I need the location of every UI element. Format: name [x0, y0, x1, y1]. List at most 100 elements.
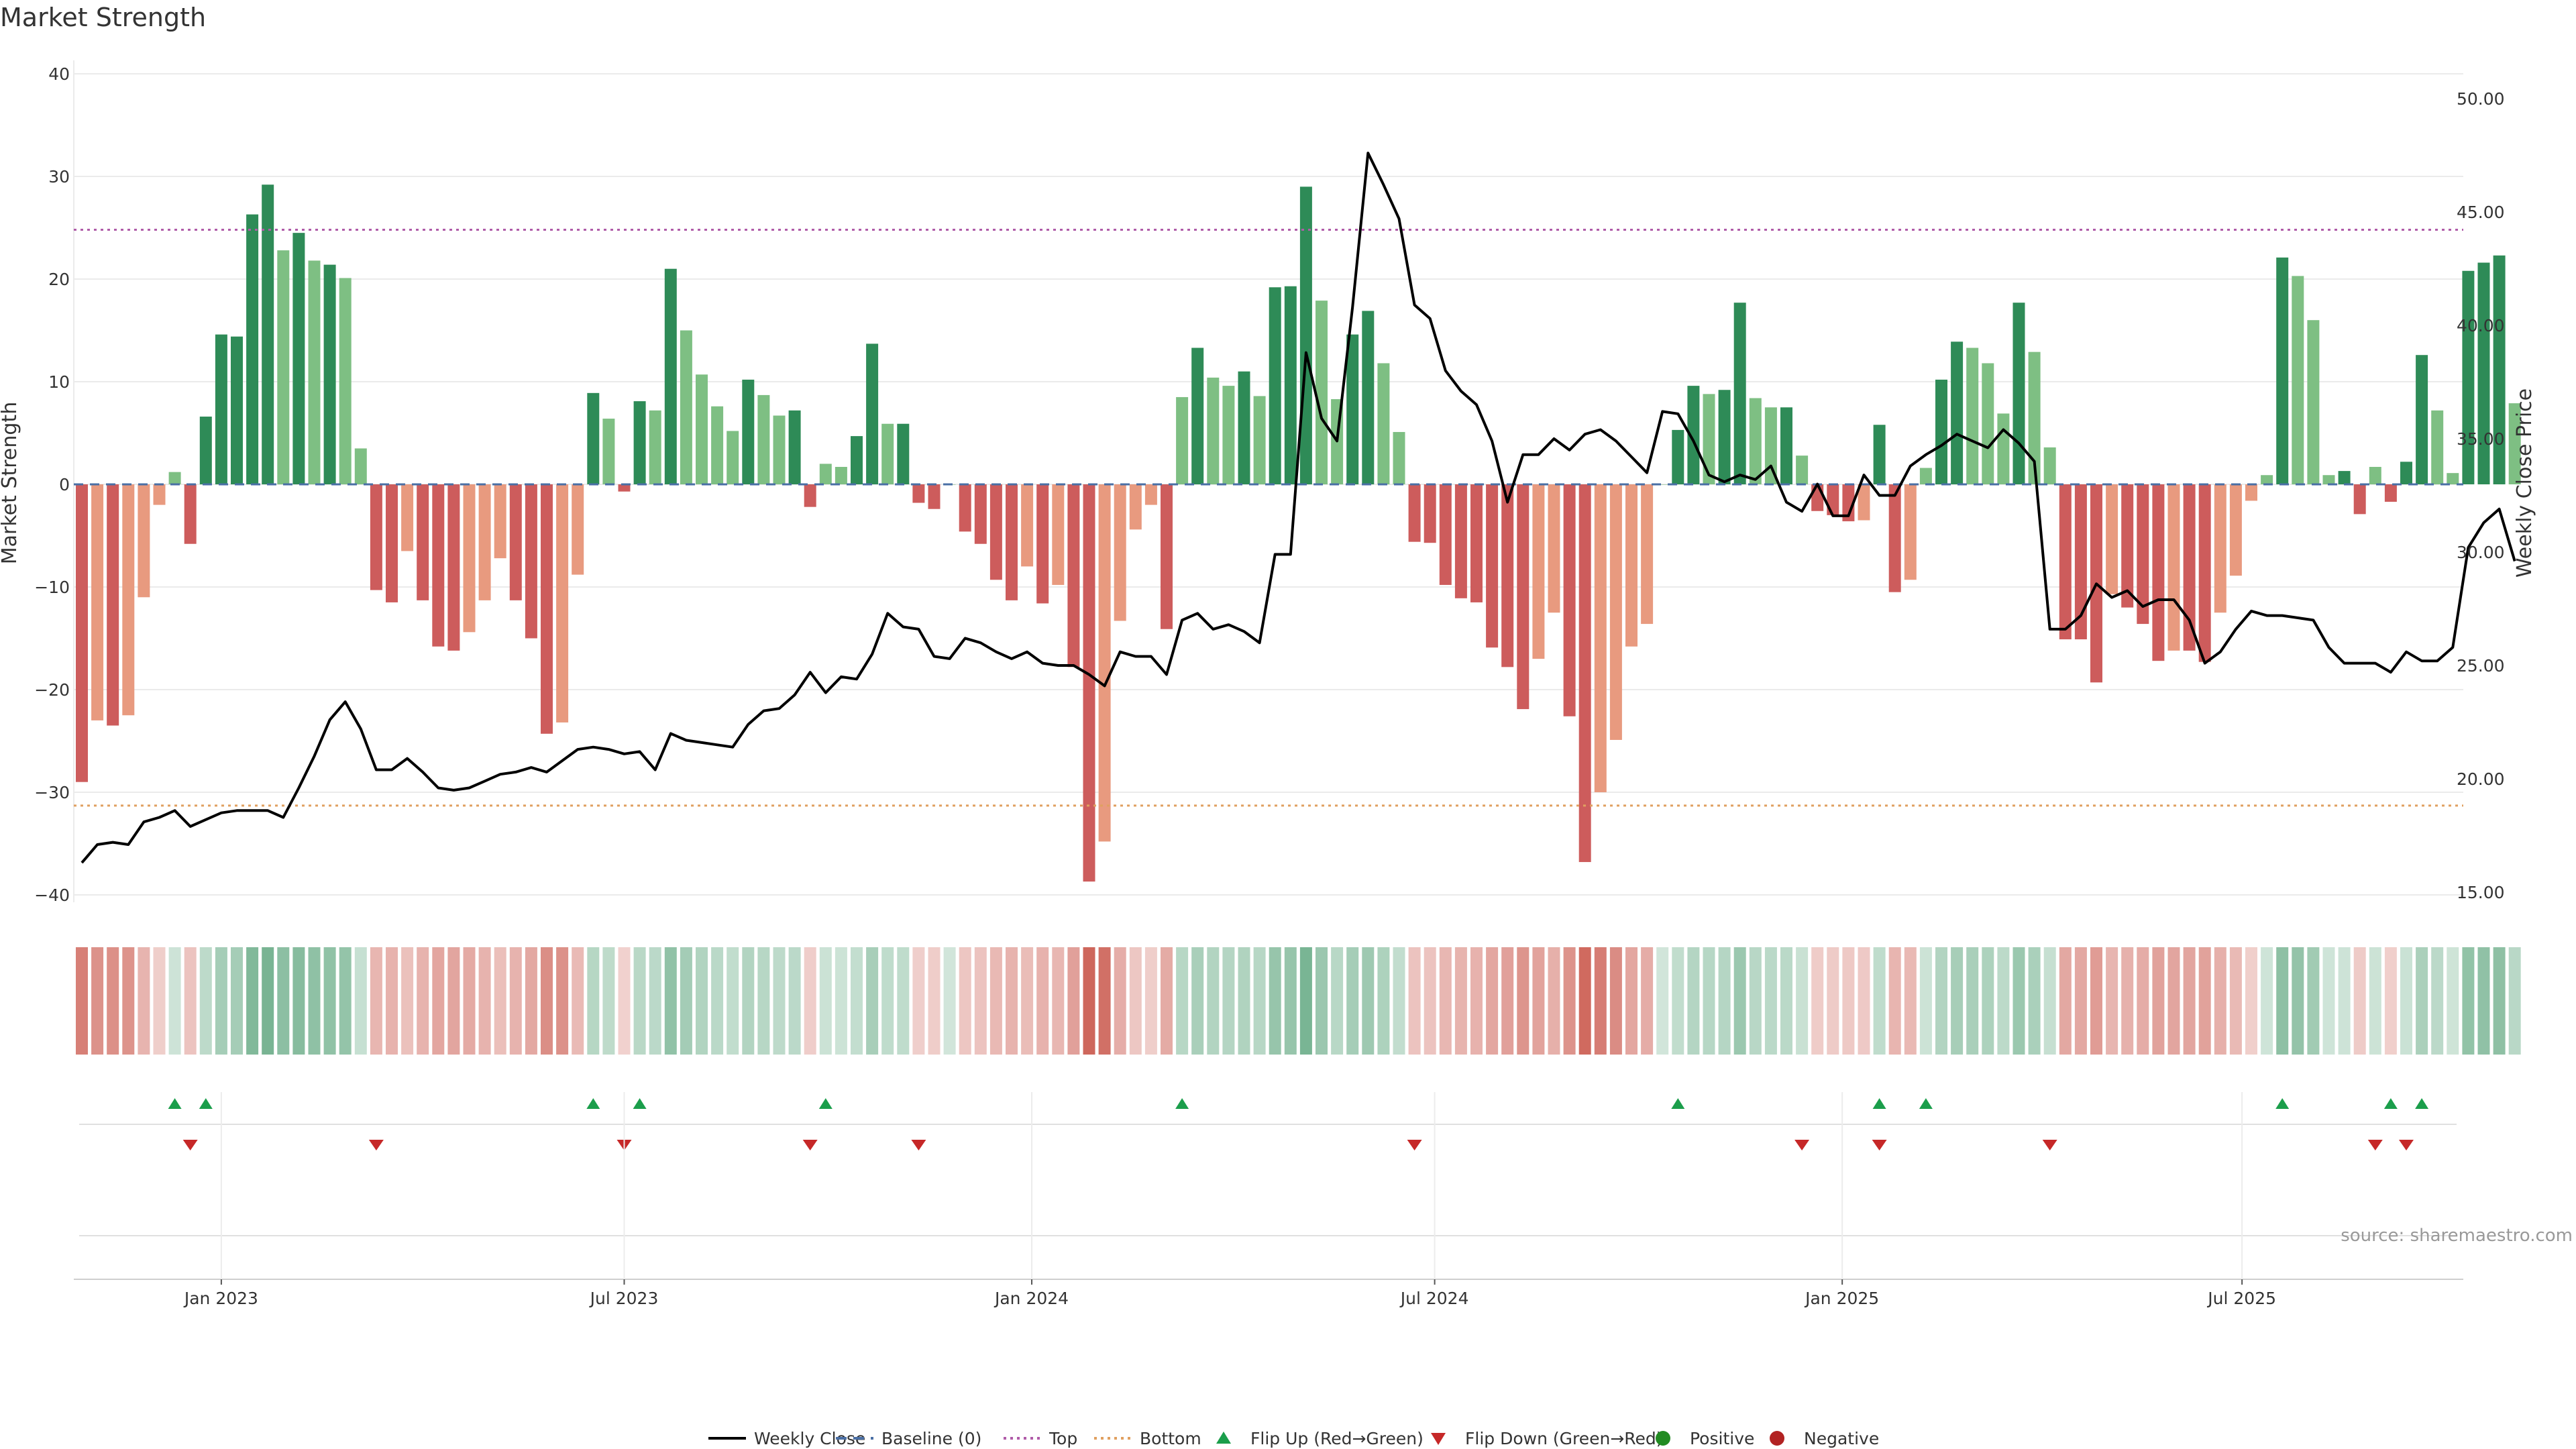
strength-bar	[1656, 484, 1669, 485]
legend-label: Flip Up (Red→Green)	[1250, 1429, 1424, 1448]
flip-up-marker	[1671, 1098, 1685, 1109]
heat-cell	[1331, 947, 1344, 1055]
heat-cell	[386, 947, 398, 1055]
left-axis-ticks: 40 30 20 10 0 −10 −20 −30 −40	[34, 64, 70, 905]
strength-bar	[432, 484, 445, 647]
strength-bar	[1299, 186, 1312, 484]
y2-tick-label: 30.00	[2457, 543, 2505, 562]
heat-cell	[1486, 947, 1499, 1055]
price-line-group	[80, 152, 2516, 864]
heat-cell	[1021, 947, 1034, 1055]
strength-bar	[1858, 484, 1870, 521]
y2-tick-label: 20.00	[2457, 769, 2505, 789]
strength-bar	[2121, 484, 2134, 608]
heat-cell	[417, 947, 429, 1055]
strength-bar	[1842, 484, 1855, 522]
strength-bar	[1951, 341, 1964, 484]
strength-bar	[602, 419, 615, 484]
strength-bar	[1982, 363, 1994, 484]
heat-cell	[1176, 947, 1189, 1055]
heat-cell	[401, 947, 414, 1055]
heat-cell	[1811, 947, 1824, 1055]
heat-cell	[1316, 947, 1328, 1055]
strength-bar	[231, 336, 243, 484]
strength-bar	[633, 401, 646, 484]
heat-cell	[1951, 947, 1964, 1055]
heat-cell	[76, 947, 88, 1055]
right-axis-ticks: 50.00 45.00 40.00 35.00 30.00 25.00 20.00 15.00	[2457, 89, 2505, 902]
strength-bar	[1811, 484, 1824, 511]
strength-bar	[2477, 262, 2490, 484]
strength-bar	[804, 484, 816, 507]
strength-bar	[1687, 386, 1700, 484]
heat-cell	[943, 947, 956, 1055]
heat-cell	[199, 947, 212, 1055]
strength-bar	[2462, 270, 2475, 484]
y2-tick-label: 40.00	[2457, 316, 2505, 335]
heat-cell	[727, 947, 739, 1055]
heat-cell	[912, 947, 925, 1055]
heat-cell	[757, 947, 770, 1055]
strength-bar	[1238, 371, 1250, 484]
heat-cell	[788, 947, 801, 1055]
strength-bar	[1067, 484, 1080, 667]
strength-bar	[1006, 484, 1018, 600]
triangle-up-icon	[1216, 1432, 1231, 1444]
strength-bar	[2493, 255, 2506, 484]
heat-cell	[959, 947, 971, 1055]
reference-lines	[74, 229, 2463, 807]
strength-bar	[2137, 484, 2149, 625]
legend-label: Positive	[1690, 1429, 1754, 1448]
heat-cell	[2074, 947, 2087, 1055]
strength-bar	[2245, 484, 2257, 501]
strength-bar	[122, 484, 135, 716]
strength-bar	[215, 334, 227, 484]
heat-cell	[2322, 947, 2335, 1055]
strength-bar	[2152, 484, 2165, 661]
strength-bar	[1176, 396, 1189, 484]
heat-cell	[153, 947, 166, 1055]
heat-cell	[851, 947, 863, 1055]
heat-cell	[696, 947, 708, 1055]
strength-bar	[308, 260, 321, 484]
heat-cell	[1609, 947, 1622, 1055]
strength-bar	[1269, 287, 1281, 484]
heat-cell	[1563, 947, 1576, 1055]
strength-bar	[2043, 447, 2056, 484]
heat-cell	[2447, 947, 2459, 1055]
heat-cell	[680, 947, 692, 1055]
strength-bar	[2322, 475, 2335, 484]
strength-bar	[1454, 484, 1467, 598]
heat-cell	[339, 947, 352, 1055]
heat-cell	[2012, 947, 2025, 1055]
strength-bar	[401, 484, 414, 551]
heat-cell	[2400, 947, 2412, 1055]
strength-bar	[1284, 286, 1297, 484]
flip-down-marker	[1407, 1140, 1422, 1150]
strength-bar	[1316, 301, 1328, 484]
heat-cell	[1129, 947, 1142, 1055]
strength-bar	[1827, 484, 1839, 515]
strength-bar	[2292, 276, 2304, 484]
strength-bar	[1098, 484, 1111, 842]
strength-bar	[1486, 484, 1499, 648]
strength-bar	[2106, 484, 2118, 594]
heat-cell	[2183, 947, 2196, 1055]
heat-cell	[587, 947, 600, 1055]
legend: Weekly Close Baseline (0) Top Bottom Flip Up…	[708, 1429, 1879, 1448]
heat-cell	[2214, 947, 2226, 1055]
strength-bar	[1253, 396, 1266, 484]
heat-cell	[572, 947, 584, 1055]
heat-cell	[1052, 947, 1065, 1055]
heat-cell	[1749, 947, 1762, 1055]
heat-cell	[1594, 947, 1607, 1055]
strength-bar	[386, 484, 398, 602]
heat-cell	[664, 947, 677, 1055]
heat-cell	[1703, 947, 1715, 1055]
flip-up-marker	[586, 1098, 600, 1109]
y2-tick-label: 35.00	[2457, 429, 2505, 449]
strength-bar	[974, 484, 987, 544]
strength-bar	[928, 484, 941, 509]
strength-bar	[1796, 455, 1809, 484]
strength-bar	[1780, 407, 1792, 484]
